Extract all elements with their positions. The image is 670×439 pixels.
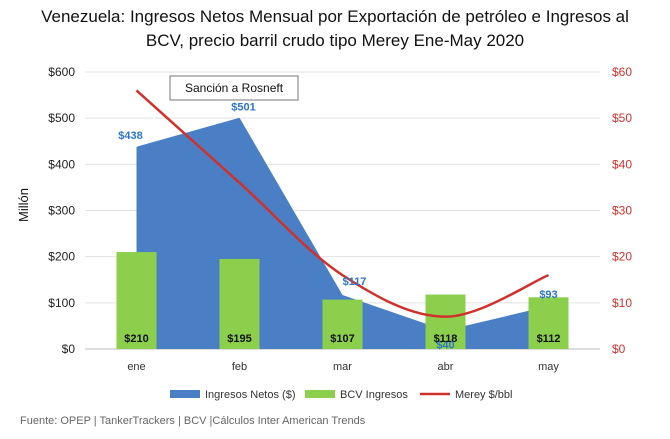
data-labels: $438 $501 $117 $40 $93 $210 $195 $107 $118 $112 <box>118 102 560 352</box>
bar-bcv-ingresos <box>322 299 363 349</box>
category-label: ene <box>127 361 145 373</box>
y-axis-label: Millón <box>16 188 31 222</box>
legend-label: Ingresos Netos ($) <box>205 389 295 401</box>
legend-swatch <box>170 390 200 398</box>
category-label: may <box>538 361 559 373</box>
left-tick-label: $100 <box>48 296 75 310</box>
left-tick-label: $600 <box>48 65 75 79</box>
right-tick-label: $10 <box>612 296 632 310</box>
legend: Ingresos Netos ($) BCV Ingresos Merey $/bb… <box>170 389 512 401</box>
legend-label: Merey $/bbl <box>455 389 512 401</box>
annotation-text: Sanción a Rosneft <box>185 81 284 95</box>
chart-title: Venezuela: Ingresos Netos Mensual por Ex… <box>41 7 629 50</box>
bar-data-label: $210 <box>124 333 148 345</box>
line-series <box>135 89 549 318</box>
line-merey <box>135 89 549 318</box>
annotation-frame <box>169 75 299 101</box>
left-tick-label: $300 <box>48 204 75 218</box>
area-data-label: $93 <box>539 289 557 301</box>
x-axis-categories: ene feb mar abr may <box>127 361 559 373</box>
chart-title-line: BCV, precio barril crudo tipo Merey Ene-… <box>146 31 524 50</box>
bar-data-label: $107 <box>330 333 354 345</box>
area-data-label: $40 <box>436 340 454 352</box>
left-axis-ticks: $0 $100 $200 $300 $400 $500 $600 <box>48 65 75 356</box>
right-tick-label: $0 <box>612 342 626 356</box>
right-tick-label: $20 <box>612 250 632 264</box>
chart-title-line: Venezuela: Ingresos Netos Mensual por Ex… <box>41 7 629 26</box>
bar-bcv-ingresos <box>425 294 466 349</box>
area-data-label: $117 <box>343 276 367 288</box>
right-tick-label: $30 <box>612 204 632 218</box>
bar-bcv-ingresos <box>219 258 260 349</box>
bar-data-label: $112 <box>537 333 561 345</box>
bar-data-label: $195 <box>227 333 251 345</box>
category-label: feb <box>232 361 247 373</box>
category-label: mar <box>333 361 352 373</box>
legend-label: BCV Ingresos <box>340 389 408 401</box>
category-label: abr <box>438 361 454 373</box>
right-tick-label: $60 <box>612 65 632 79</box>
legend-swatch <box>305 390 335 398</box>
area-data-label: $501 <box>231 102 255 114</box>
annotation-box: Sanción a Rosneft <box>169 75 299 101</box>
bar-bcv-ingresos <box>528 297 569 349</box>
bar-series <box>116 252 569 349</box>
bar-bcv-ingresos <box>116 252 157 349</box>
right-tick-label: $50 <box>612 111 632 125</box>
left-tick-label: $400 <box>48 157 75 171</box>
right-tick-label: $40 <box>612 157 632 171</box>
bar-data-label: $118 <box>434 333 458 345</box>
right-axis-ticks: $0 $10 $20 $30 $40 $50 $60 <box>612 65 632 356</box>
source-note: Fuente: OPEP | TankerTrackers | BCV |Cál… <box>20 415 366 427</box>
left-tick-label: $0 <box>62 342 76 356</box>
left-tick-label: $500 <box>48 111 75 125</box>
left-tick-label: $200 <box>48 250 75 264</box>
area-data-label: $438 <box>118 130 142 142</box>
